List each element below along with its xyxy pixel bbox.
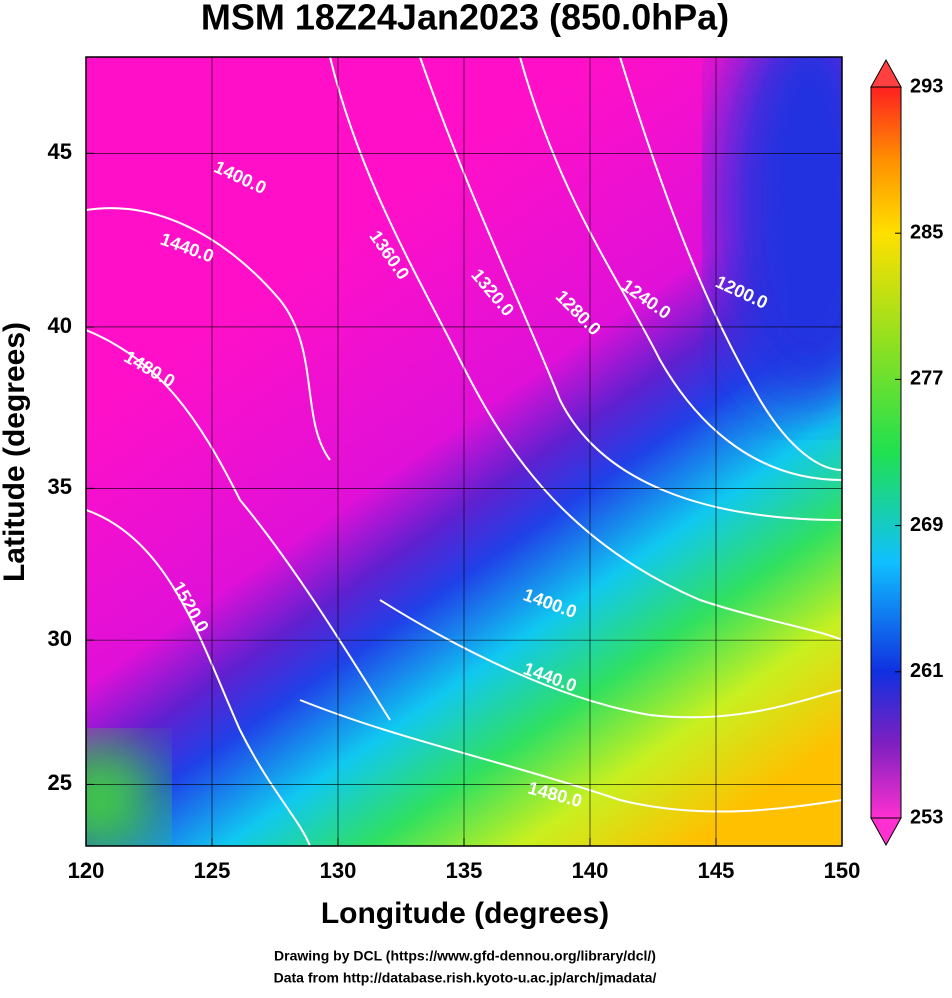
colorbar-tick-label: 261 xyxy=(910,660,943,682)
y-tick-label: 35 xyxy=(48,474,72,499)
x-tick-label: 135 xyxy=(446,858,483,883)
credit: Data from http://database.rish.kyoto-u.a… xyxy=(274,970,657,986)
colorbar-tick-label: 253 xyxy=(910,806,943,828)
x-tick-label: 120 xyxy=(68,858,105,883)
colorbar-tick-label: 285 xyxy=(910,221,943,243)
colorbar xyxy=(870,86,902,819)
x-tick-label: 125 xyxy=(194,858,231,883)
y-tick-label: 25 xyxy=(48,770,72,795)
temperature-field xyxy=(86,57,842,846)
x-tick-label: 150 xyxy=(824,858,861,883)
y-tick-label: 40 xyxy=(48,313,72,338)
colorbar-over xyxy=(870,58,902,88)
y-tick-label: 30 xyxy=(48,626,72,651)
colorbar-under xyxy=(870,817,902,847)
colorbar-tick-label: 269 xyxy=(910,514,943,536)
colorbar-tick-label: 277 xyxy=(910,368,943,390)
colorbar-tick-label: 293 xyxy=(910,75,943,97)
x-tick-label: 145 xyxy=(698,858,735,883)
credit: Drawing by DCL (https://www.gfd-dennou.o… xyxy=(274,948,656,964)
x-axis-label: Longitude (degrees) xyxy=(321,897,609,930)
x-tick-label: 130 xyxy=(320,858,357,883)
x-tick-label: 140 xyxy=(572,858,609,883)
title: MSM 18Z24Jan2023 (850.0hPa) xyxy=(201,0,729,38)
y-tick-label: 45 xyxy=(48,139,72,164)
y-axis-label: Latitude (degrees) xyxy=(0,322,31,582)
